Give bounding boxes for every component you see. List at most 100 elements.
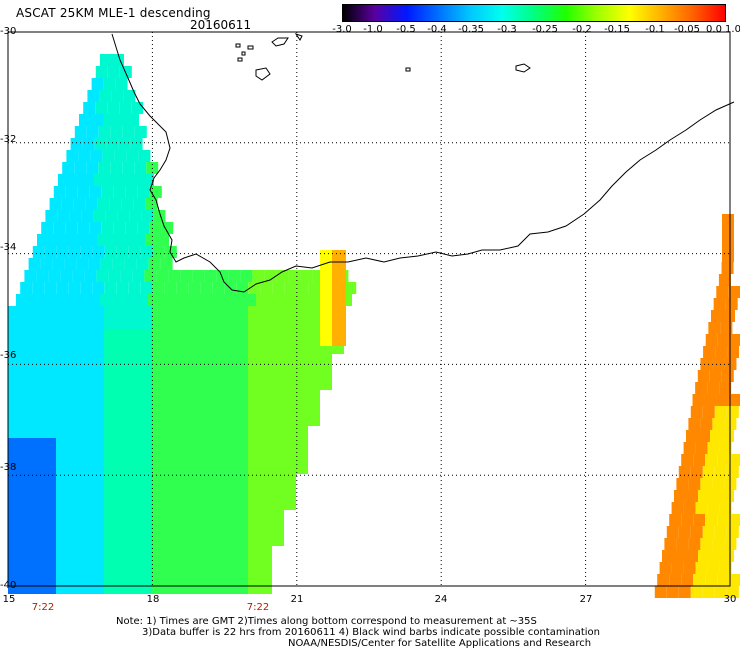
wind-cell bbox=[103, 114, 115, 126]
wind-cell bbox=[212, 474, 224, 486]
wind-cell bbox=[717, 514, 730, 526]
wind-cell bbox=[92, 534, 104, 546]
wind-cell bbox=[690, 586, 703, 598]
wind-cell bbox=[140, 534, 152, 546]
wind-cell bbox=[104, 402, 116, 414]
wind-cell bbox=[320, 322, 332, 334]
wind-cell bbox=[68, 498, 80, 510]
wind-cell bbox=[8, 486, 20, 498]
wind-cell bbox=[80, 462, 92, 474]
wind-cell bbox=[20, 402, 32, 414]
wind-cell bbox=[236, 462, 248, 474]
wind-cell bbox=[53, 222, 66, 234]
wind-cell bbox=[140, 462, 152, 474]
wind-cell bbox=[104, 522, 116, 534]
wind-cell bbox=[20, 450, 32, 462]
wind-cell bbox=[44, 462, 56, 474]
wind-cell bbox=[284, 426, 296, 438]
wind-cell bbox=[678, 526, 691, 538]
wind-cell bbox=[292, 294, 304, 306]
credit-line: NOAA/NESDIS/Center for Satellite Applica… bbox=[288, 638, 592, 649]
wind-cell bbox=[236, 306, 248, 318]
wind-cell bbox=[104, 498, 116, 510]
wind-cell bbox=[224, 570, 236, 582]
wind-cell bbox=[88, 294, 100, 306]
wind-cell bbox=[44, 246, 57, 258]
wind-cell bbox=[44, 378, 56, 390]
wind-cell bbox=[76, 294, 88, 306]
wind-cell bbox=[8, 414, 20, 426]
wind-cell bbox=[164, 330, 176, 342]
wind-cell bbox=[268, 294, 280, 306]
wind-cell bbox=[103, 78, 116, 90]
wind-cell bbox=[68, 558, 80, 570]
lon-label: 30 bbox=[723, 594, 737, 605]
wind-cell bbox=[188, 498, 200, 510]
wind-cell bbox=[224, 438, 236, 450]
lat-label: -38 bbox=[0, 462, 17, 473]
wind-cell bbox=[260, 486, 272, 498]
wind-cell bbox=[20, 390, 32, 402]
wind-cell bbox=[130, 174, 142, 186]
wind-cell bbox=[284, 498, 296, 510]
wind-cell bbox=[116, 354, 128, 366]
wind-cell bbox=[236, 318, 248, 330]
wind-cell bbox=[180, 270, 193, 282]
wind-cell bbox=[121, 234, 133, 246]
wind-cell bbox=[284, 474, 296, 486]
wind-cell bbox=[236, 378, 248, 390]
wind-cell bbox=[68, 306, 80, 318]
wind-cell bbox=[704, 394, 717, 406]
wind-cell bbox=[20, 582, 32, 594]
wind-cell bbox=[32, 342, 44, 354]
wind-cell bbox=[212, 582, 224, 594]
wind-cell bbox=[719, 502, 732, 514]
colorbar-label: -0.1 bbox=[645, 24, 665, 35]
wind-cell bbox=[32, 426, 44, 438]
wind-cell bbox=[152, 426, 164, 438]
wind-cell bbox=[20, 306, 32, 318]
wind-cell bbox=[296, 414, 308, 426]
wind-cell bbox=[212, 570, 224, 582]
wind-cell bbox=[32, 378, 44, 390]
wind-cell bbox=[260, 546, 272, 558]
wind-cell bbox=[176, 474, 188, 486]
wind-cell bbox=[284, 282, 297, 294]
lat-label: -36 bbox=[0, 350, 17, 361]
wind-cell bbox=[152, 402, 164, 414]
wind-cell bbox=[220, 294, 232, 306]
wind-cell bbox=[716, 394, 729, 406]
wind-cell bbox=[296, 402, 308, 414]
wind-cell bbox=[280, 294, 292, 306]
wind-cell bbox=[212, 486, 224, 498]
wind-cell bbox=[122, 126, 135, 138]
time-label: 7:22 bbox=[31, 602, 55, 613]
wind-cell bbox=[44, 486, 56, 498]
wind-cell bbox=[236, 510, 248, 522]
wind-cell bbox=[669, 514, 682, 526]
wind-cell bbox=[260, 570, 272, 582]
wind-cell bbox=[188, 522, 200, 534]
wind-cell bbox=[92, 246, 105, 258]
wind-cell bbox=[252, 270, 265, 282]
wind-cell bbox=[104, 390, 116, 402]
wind-cell bbox=[32, 486, 44, 498]
wind-cell bbox=[104, 378, 116, 390]
wind-cell bbox=[113, 222, 126, 234]
wind-cell bbox=[284, 342, 296, 354]
wind-cell bbox=[224, 558, 236, 570]
wind-cell bbox=[188, 558, 200, 570]
wind-cell bbox=[104, 306, 116, 318]
wind-cell bbox=[188, 570, 200, 582]
wind-cell bbox=[99, 90, 112, 102]
wind-cell bbox=[44, 474, 56, 486]
wind-cell bbox=[728, 286, 740, 298]
wind-cell bbox=[116, 390, 128, 402]
lat-label: -32 bbox=[0, 134, 17, 145]
wind-cell bbox=[128, 546, 140, 558]
wind-cell bbox=[37, 234, 49, 246]
wind-cell bbox=[68, 282, 81, 294]
wind-cell bbox=[212, 318, 224, 330]
wind-cell bbox=[176, 534, 188, 546]
wind-cell bbox=[236, 402, 248, 414]
